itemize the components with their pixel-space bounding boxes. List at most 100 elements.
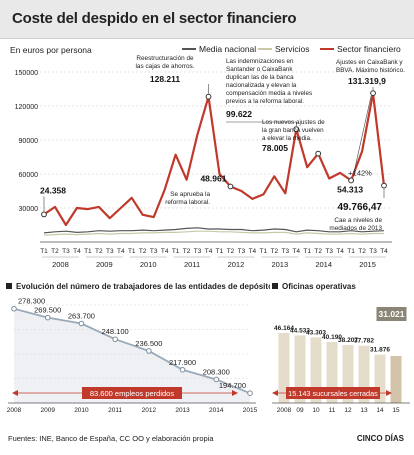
legend-label: Servicios (275, 44, 309, 54)
annotation-note: Se aprueba la reforma laboral. (165, 191, 210, 206)
data-point-2014-t2 (315, 150, 322, 157)
data-label: 208.300 (203, 367, 230, 376)
x-tick-label: 2010 (74, 407, 89, 414)
year-label: 2012 (228, 260, 245, 269)
data-point (213, 376, 220, 383)
year-label: 2009 (96, 260, 113, 269)
x-tick-label: 2014 (209, 407, 224, 414)
quarter-tick-label: T4 (249, 248, 257, 255)
x-tick-label: 11 (329, 407, 336, 414)
office-bar (358, 345, 370, 403)
data-point-2013-t4 (293, 126, 300, 132)
quarter-tick-label: T2 (139, 248, 147, 255)
quarter-tick-label: T1 (128, 248, 136, 255)
quarter-tick-label: T4 (336, 248, 344, 255)
annotation-value: 54.313 (337, 184, 363, 194)
annotation-note: Cae a niveles de mediados de 2013 (329, 217, 382, 232)
office-bar (278, 333, 290, 403)
title-bar: Coste del despido en el sector financier… (0, 0, 414, 39)
x-tick-label: 13 (360, 407, 368, 414)
callout-box (286, 387, 380, 399)
quarter-tick-label: T2 (183, 248, 191, 255)
year-label: 2013 (271, 260, 288, 269)
section-title: Evolución del número de trabajadores de … (16, 283, 270, 291)
data-label: 263.700 (68, 311, 95, 320)
quarter-tick-label: T3 (325, 248, 333, 255)
year-label: 2011 (184, 260, 200, 269)
callout-box (82, 387, 182, 399)
quarter-tick-label: T3 (62, 248, 70, 255)
chart-subtitle: En euros por persona (10, 45, 92, 55)
quarter-tick-label: T4 (117, 248, 125, 255)
quarter-tick-label: T2 (271, 248, 279, 255)
data-point (11, 305, 17, 312)
data-label: 269.500 (34, 306, 61, 315)
section-marker (6, 283, 12, 289)
data-point (112, 336, 118, 343)
quarter-tick-label: T4 (292, 248, 300, 255)
data-label: 40.190 (322, 334, 342, 341)
x-tick-label: 10 (312, 407, 320, 414)
quarter-tick-label: T1 (84, 248, 92, 255)
x-tick-label: 2008 (277, 407, 292, 414)
employees-area (14, 308, 250, 403)
quarter-tick-label: T2 (51, 248, 59, 255)
quarter-tick-label: T4 (73, 248, 81, 255)
office-bar (326, 342, 338, 403)
annotation-value: 99.622 (226, 109, 252, 119)
annotation-value: +142% (348, 168, 372, 177)
annotation-value: 131.319,9 (348, 76, 386, 86)
data-label: 278.300 (18, 297, 45, 306)
data-point (247, 390, 253, 396)
quarter-tick-label: T1 (172, 248, 180, 255)
office-bar (294, 335, 306, 403)
legend-label: Media nacional (199, 44, 256, 54)
annotation-value: 48.961 (200, 174, 226, 184)
offices-chart: Oficinas operativas 2008 46.164 09 44.533 10 4… (272, 283, 410, 414)
highlight-value: 31.021 (379, 309, 405, 319)
x-tick-label: 2013 (175, 407, 190, 414)
data-label: 194.700 (219, 381, 246, 390)
quarter-tick-label: T1 (40, 248, 48, 255)
x-tick-label: 2011 (108, 407, 122, 414)
quarter-tick-label: T2 (95, 248, 103, 255)
data-point (179, 366, 186, 373)
year-label: 2014 (315, 260, 332, 269)
data-point-2015-t4 (381, 182, 387, 189)
data-label: 38.207 (338, 337, 358, 344)
quarter-tick-label: T4 (205, 248, 213, 255)
annotation-value: 128.211 (150, 74, 181, 84)
annotation-value: 49.766,47 (338, 202, 383, 213)
quarter-tick-label: T3 (194, 248, 202, 255)
quarter-tick-label: T1 (347, 248, 355, 255)
legend-label: Sector financiero (337, 44, 401, 54)
callout-arrow (386, 390, 392, 396)
data-point (146, 348, 152, 354)
data-label: 31.876 (370, 347, 390, 354)
data-label: 236.500 (135, 339, 162, 348)
section-title: Oficinas operativas (282, 283, 356, 291)
quarter-tick-label: T4 (380, 248, 388, 255)
annotation-value: 78.005 (262, 143, 288, 153)
series-line-sector-financiero (43, 92, 386, 227)
office-bar (310, 337, 322, 403)
data-point-2011-t4 (205, 93, 212, 100)
annotation-note: Ajustes en CaixaBank y BBVA. Máximo histó… (336, 59, 405, 74)
series-line-servicios (43, 230, 384, 236)
callout-arrow (12, 390, 18, 396)
quarter-tick-label: T4 (161, 248, 169, 255)
data-point-2012-t2 (227, 183, 234, 190)
annotation-value: 24.358 (40, 185, 66, 195)
quarter-tick-label: T2 (358, 248, 366, 255)
y-tick-label: 90000 (19, 138, 39, 145)
quarter-tick-label: T1 (216, 248, 224, 255)
callout-text: 15.143 sucursales cerradas (288, 389, 378, 398)
employees-line (13, 307, 251, 395)
x-tick-label: 12 (344, 407, 352, 414)
data-label: 46.164 (274, 325, 294, 332)
footer-sources: Fuentes: INE, Banco de España, CC OO y e… (8, 434, 214, 443)
y-tick-label: 60000 (19, 172, 39, 179)
y-tick-label: 150000 (15, 70, 38, 77)
annotation-note: Las indemnizaciones en Santander o CaixaB… (226, 58, 312, 105)
quarter-tick-label: T3 (106, 248, 114, 255)
